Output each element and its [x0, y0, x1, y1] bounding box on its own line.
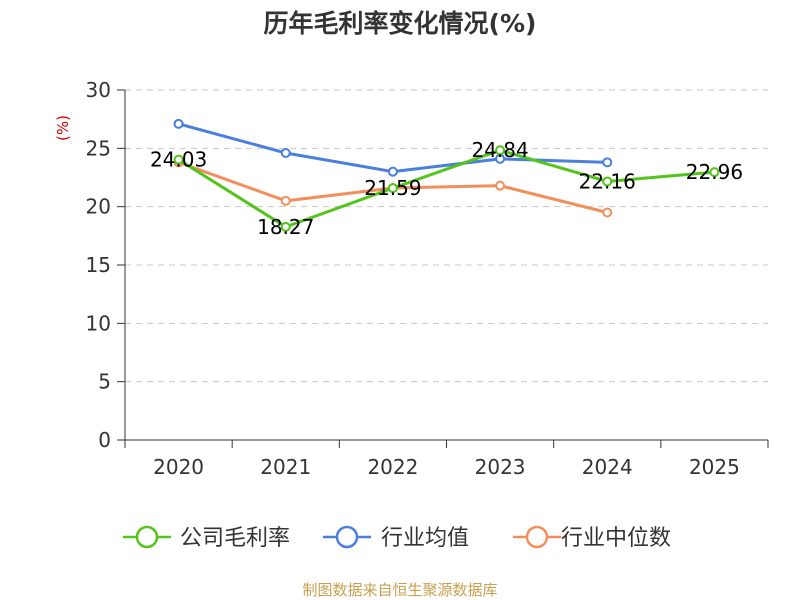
data-point [387, 166, 398, 177]
legend-marker [335, 525, 359, 549]
x-tick-label: 2025 [689, 455, 740, 479]
data-label: 24.03 [150, 148, 207, 172]
y-tick-label: 0 [98, 428, 111, 452]
series-line [178, 122, 608, 174]
data-point [709, 167, 720, 178]
x-tick-label: 2024 [582, 455, 633, 479]
data-point [602, 207, 613, 218]
data-point [602, 157, 613, 168]
x-tick-label: 2021 [260, 455, 311, 479]
series-1 [173, 118, 613, 177]
data-label: 24.84 [471, 138, 528, 162]
y-tick-label: 20 [86, 195, 111, 219]
data-label: 22.16 [579, 169, 636, 193]
legend-item[interactable]: 公司毛利率 [123, 525, 290, 551]
legend-item[interactable]: 行业中位数 [513, 525, 671, 551]
x-tick-label: 2023 [475, 455, 526, 479]
gridlines [125, 89, 768, 383]
legend-label: 行业均值 [381, 526, 469, 551]
legend-item[interactable]: 行业均值 [323, 525, 469, 551]
series-line [177, 148, 715, 229]
y-tick-label: 25 [86, 136, 111, 160]
data-point [173, 154, 184, 165]
data-labels: 24.03 18.27 21.59 24.84 22.16 22.96 [150, 138, 743, 239]
data-point [495, 145, 506, 156]
y-tick-label: 10 [86, 311, 111, 335]
legend-label: 行业中位数 [561, 526, 671, 551]
source-note: 制图数据来自恒生聚源数据库 [302, 581, 497, 599]
data-point [602, 176, 613, 187]
series-0 [173, 145, 720, 232]
data-point [387, 183, 398, 194]
legend[interactable]: 公司毛利率 行业均值 行业中位数 [123, 525, 671, 551]
x-tick-label: 2022 [367, 455, 418, 479]
data-label: 18.27 [257, 215, 314, 239]
series-layer [173, 118, 720, 232]
data-point [280, 221, 291, 232]
data-point [280, 148, 291, 158]
data-label: 21.59 [364, 176, 421, 200]
legend-marker [525, 525, 549, 549]
data-point [280, 195, 291, 206]
y-tick-label: 5 [98, 370, 111, 394]
legend-marker [135, 525, 159, 549]
data-point [495, 180, 506, 191]
y-axis-unit-label: (%) [54, 115, 72, 141]
chart-title: 历年毛利率变化情况(%) [264, 9, 537, 38]
data-label: 22.96 [686, 160, 743, 184]
y-tick-label: 30 [86, 78, 111, 102]
data-point [173, 118, 184, 129]
x-tick-label: 2020 [153, 455, 204, 479]
y-tick-label: 15 [86, 253, 111, 277]
legend-label: 公司毛利率 [180, 526, 290, 551]
